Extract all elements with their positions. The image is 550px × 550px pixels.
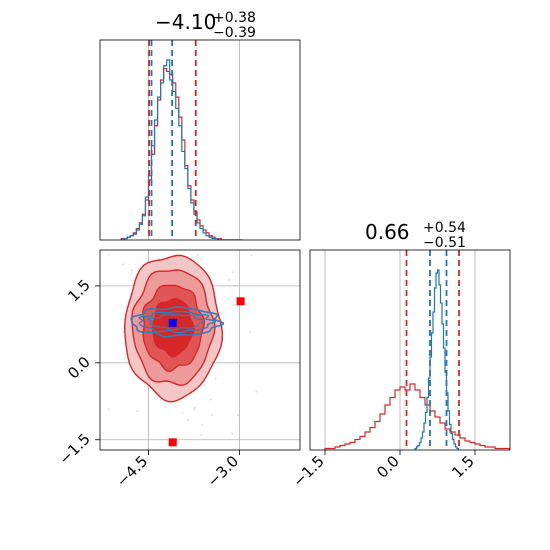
scatter-point (102, 466, 104, 468)
title-param2-value: 0.66 (365, 220, 410, 244)
x-axis-left-0-label: −4.5 (113, 452, 151, 490)
scatter-point (146, 247, 148, 249)
scatter-point (250, 254, 253, 257)
marker-0 (168, 318, 177, 327)
marker-1 (236, 297, 245, 306)
scatter-point (232, 303, 235, 306)
x-axis-left-1-label: −3.0 (204, 452, 242, 490)
y-axis-left-0-label: −1.5 (55, 430, 93, 468)
scatter-point (255, 390, 258, 393)
blue-contour-1 (138, 310, 217, 334)
title-param2-upper: +0.54 (423, 220, 466, 236)
scatter-point (107, 253, 110, 256)
scatter-point (197, 253, 200, 256)
title-param1-lower: −0.39 (213, 25, 256, 41)
panel-bottom-left-frame (99, 249, 301, 451)
marker-2 (168, 438, 177, 447)
y-axis-left-1-label: 0.0 (64, 353, 94, 383)
scatter-point (200, 433, 203, 436)
scatter-point (200, 258, 203, 261)
scatter-point (231, 270, 234, 273)
scatter-point (181, 248, 183, 250)
scatter-point (237, 414, 240, 417)
scatter-point (122, 263, 125, 266)
x-axis-right-1-label: 0.0 (373, 452, 403, 482)
scatter-point (248, 331, 251, 334)
title-param1-upper: +0.38 (213, 10, 256, 26)
scatter-point (304, 344, 306, 346)
scatter-point (154, 485, 156, 487)
scatter-point (211, 413, 214, 416)
scatter-point (107, 407, 110, 410)
scatter-point (136, 410, 139, 413)
scatter-point (122, 330, 125, 333)
scatter-point (193, 409, 196, 412)
scatter-point (193, 406, 196, 409)
y-axis-left-2-label: 1.5 (64, 276, 94, 306)
blue-contour-0 (130, 306, 225, 338)
scatter-point (179, 247, 181, 249)
hist-series-0 (120, 67, 243, 240)
x-axis-right-0-label: −1.5 (289, 452, 327, 490)
hist-series-1 (414, 269, 460, 450)
hist-series-1 (121, 59, 243, 240)
scatter-point (177, 228, 179, 230)
panel-bottom-right-frame (309, 249, 511, 451)
scatter-point (203, 384, 206, 387)
x-axis-right-2-label: 1.5 (448, 452, 478, 482)
scatter-point (214, 377, 217, 380)
scatter-point (130, 269, 133, 272)
scatter-point (187, 418, 190, 421)
scatter-point (228, 279, 231, 282)
scatter-point (200, 424, 203, 427)
hist-series-0 (324, 383, 510, 450)
title-param1-value: −4.10 (155, 10, 216, 34)
scatter-point (233, 284, 236, 287)
scatter-point (209, 398, 212, 401)
scatter-point (231, 432, 234, 435)
scatter-point (181, 411, 184, 414)
panel-top-left-frame (99, 39, 301, 241)
title-param2-lower: −0.51 (423, 235, 466, 251)
blue-contour-2 (147, 314, 206, 331)
